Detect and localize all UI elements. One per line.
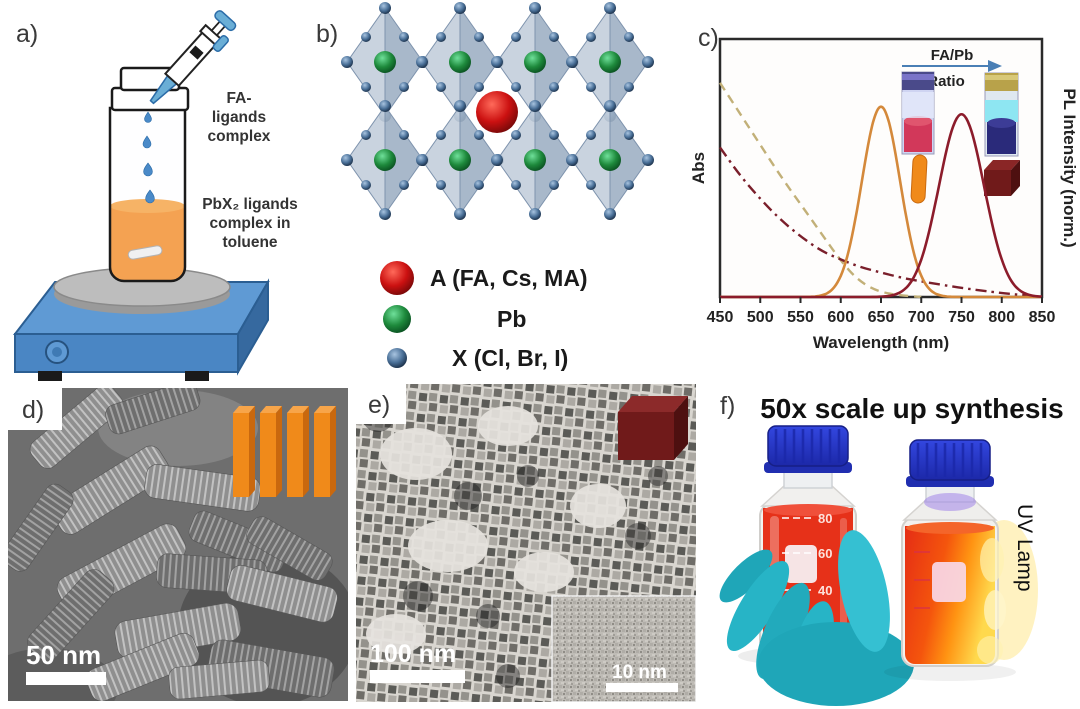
inset-scalebar-bar	[606, 683, 678, 692]
bottle-label-patch	[785, 545, 817, 583]
scaleup-photo-illustration: f) 50x scale up synthesis 80 60	[719, 392, 1064, 706]
tem-light-gaps	[366, 406, 626, 654]
micropipette	[149, 10, 237, 105]
abs-curve-platelets	[718, 82, 922, 299]
arrow-right-icon	[988, 60, 1002, 72]
x-tick-label: 550	[787, 309, 814, 326]
panel-a: a)	[0, 0, 305, 382]
glove-thumb	[838, 530, 890, 652]
vial-collar	[110, 86, 190, 112]
x-tick-label: 600	[827, 309, 854, 326]
vial-liquid	[110, 205, 185, 281]
spectra-chart: c) FA/Pb Ratio	[689, 24, 1079, 352]
stir-bar	[127, 245, 163, 260]
dark-cube-icon	[618, 396, 688, 460]
x-tick-label: 800	[988, 309, 1015, 326]
nanoplatelet-stacks	[8, 388, 338, 701]
a-site-cation-sphere	[476, 91, 518, 133]
nanoplatelet-rod-icon	[910, 154, 928, 204]
pbx-complex-label-line2: complex in	[210, 215, 291, 232]
fa-pb-ratio-annotation: FA/Pb Ratio	[902, 47, 1002, 90]
hotplate-foot	[185, 371, 209, 381]
annotation-line2: Ratio	[927, 73, 965, 90]
abs-curve-cubes	[719, 146, 1031, 297]
y-axis-label-right: PL Intensity (norm.)	[1060, 88, 1079, 247]
fa-complex-label-line1: FA-	[227, 90, 252, 107]
fa-complex-label-line2: ligands	[212, 109, 266, 126]
tem-image-cubes: 10 nm e) 100 nm	[356, 384, 697, 703]
bottle-cap-blue	[767, 425, 849, 467]
orange-platelets-icon	[233, 406, 336, 497]
hotplate-foot	[38, 371, 62, 381]
scalebar-e-bar	[370, 670, 465, 683]
hotplate-stirrer	[12, 267, 270, 381]
faint-graduations	[914, 551, 930, 609]
x-tick-label: 450	[707, 309, 734, 326]
uv-lamp-label: UV Lamp	[1013, 504, 1036, 592]
panel-d-label: d)	[22, 396, 44, 424]
panel-b: b) A (FA, Cs, MA) Pb X (Cl, Br, I)	[300, 0, 690, 382]
drops	[142, 111, 155, 204]
panel-e-label: e)	[368, 391, 390, 419]
panel-c: c) FA/Pb Ratio	[689, 0, 1080, 382]
graduation-60: 60	[818, 546, 832, 561]
perovskite-structure-illustration: b) A (FA, Cs, MA) Pb X (Cl, Br, I)	[316, 2, 654, 371]
x-tick-label: 500	[747, 309, 774, 326]
bottle-label-patch	[932, 562, 966, 602]
vial-photo-red	[901, 71, 935, 155]
panel-f-label: f)	[720, 392, 735, 420]
structure-legend: A (FA, Cs, MA) Pb X (Cl, Br, I)	[380, 261, 588, 371]
bottle-uv	[884, 439, 1038, 681]
pipette-ejector	[212, 35, 229, 53]
annotation-line1: FA/Pb	[931, 47, 974, 64]
pipette-plunger-button	[214, 10, 237, 32]
y-axis-label-left: Abs	[690, 152, 708, 184]
x-tick-label: 750	[948, 309, 975, 326]
nanocube-icon	[984, 160, 1020, 196]
inset-scalebar-text: 10 nm	[612, 662, 667, 683]
glove	[719, 530, 914, 706]
panel-b-label: b)	[316, 20, 338, 48]
legend-red-sphere	[380, 261, 414, 295]
scalebar-e-text: 100 nm	[370, 640, 456, 668]
panel-a-label: a)	[16, 20, 38, 48]
scalebar-d-bar	[26, 672, 106, 685]
uv-glare	[924, 493, 976, 511]
legend-x-text: X (Cl, Br, I)	[452, 345, 568, 371]
x-axis-label: Wavelength (nm)	[813, 333, 949, 352]
x-axis-ticks: 450 500 550 600 650 700 750 800 850	[707, 297, 1056, 326]
panel-d: d) 50 nm	[8, 388, 348, 701]
hrtem-inset: 10 nm	[551, 595, 697, 703]
pipette-display	[189, 45, 204, 60]
legend-green-sphere	[383, 305, 411, 333]
legend-a-text: A (FA, Cs, MA)	[430, 265, 588, 291]
panel-e: 10 nm e) 100 nm	[356, 384, 697, 703]
x-tick-label: 850	[1029, 309, 1056, 326]
panel-f: f) 50x scale up synthesis 80 60	[700, 384, 1080, 709]
panel-c-label: c)	[698, 24, 719, 52]
pbx-complex-label-line1: PbX₂ ligands	[202, 196, 298, 213]
bottle-daylight: 80 60 40	[719, 425, 914, 706]
scalebar-d-text: 50 nm	[26, 640, 101, 670]
bottle-cap-blue	[909, 439, 991, 481]
synthesis-schematic-illustration: a)	[12, 10, 298, 381]
vial-photo-dark	[984, 72, 1019, 157]
graduation-80: 80	[818, 511, 832, 526]
tem-image-platelets: d) 50 nm	[8, 388, 348, 701]
x-tick-label: 650	[868, 309, 895, 326]
x-tick-label: 700	[908, 309, 935, 326]
pbx-complex-label-line3: toluene	[222, 234, 277, 251]
pl-curve-cubes	[720, 112, 1043, 299]
octahedra-lattice	[341, 2, 654, 220]
scaleup-title: 50x scale up synthesis	[760, 393, 1064, 424]
legend-blue-sphere	[387, 348, 407, 368]
graduation-40: 40	[818, 583, 832, 598]
legend-pb-text: Pb	[497, 306, 526, 332]
fa-complex-label-line3: complex	[208, 128, 271, 145]
